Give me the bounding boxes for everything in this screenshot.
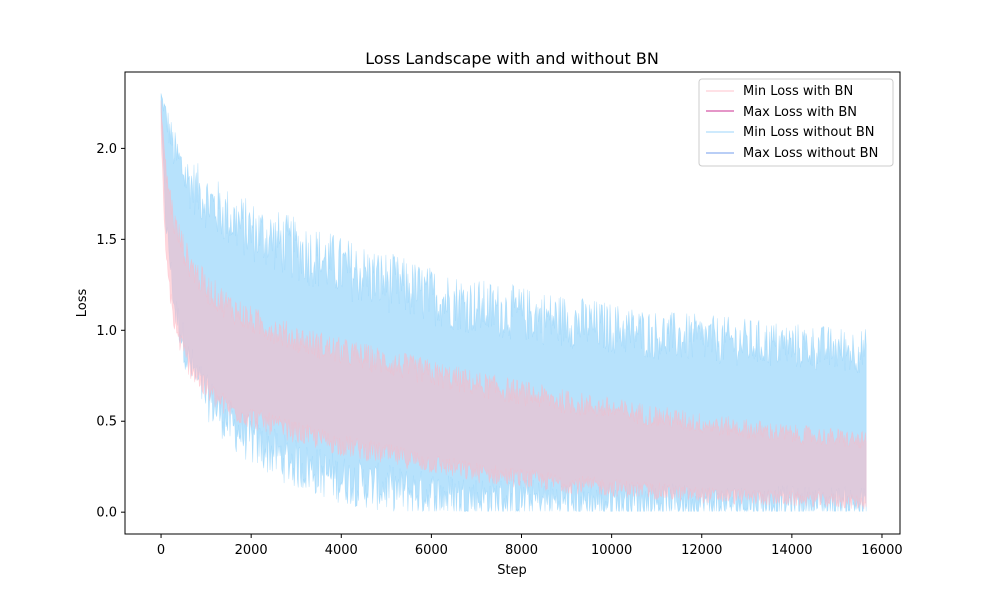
plot-bands (160, 93, 867, 513)
x-tick-label: 10000 (591, 543, 632, 558)
x-tick-label: 14000 (771, 543, 812, 558)
y-axis-title: Loss (75, 289, 90, 318)
x-tick-label: 6000 (415, 543, 448, 558)
y-tick-label: 0.5 (96, 415, 117, 430)
x-axis-title: Step (497, 563, 527, 578)
legend-label-max-bn: Max Loss with BN (743, 105, 857, 120)
x-tick-label: 2000 (235, 543, 268, 558)
y-tick-label: 1.5 (96, 233, 117, 248)
legend: Min Loss with BN Max Loss with BN Min Lo… (698, 78, 894, 167)
y-tick-label: 2.0 (96, 142, 117, 157)
x-tick-label: 12000 (681, 543, 722, 558)
plot-frame (124, 71, 901, 535)
x-tick-label: 8000 (505, 543, 538, 558)
legend-label-min-no-bn: Min Loss without BN (743, 125, 875, 140)
x-tick-label: 16000 (861, 543, 902, 558)
y-axis-ticks: 0.0 0.5 1.0 1.5 2.0 (96, 142, 125, 521)
legend-box (698, 78, 894, 167)
y-tick-label: 0.0 (96, 506, 117, 521)
y-tick-label: 1.0 (96, 324, 117, 339)
legend-label-min-bn: Min Loss with BN (743, 84, 853, 99)
x-tick-label: 4000 (325, 543, 358, 558)
x-axis-ticks: 0 2000 4000 6000 8000 10000 12000 14000 16000 (157, 534, 903, 558)
band-with-bn (160, 100, 867, 510)
chart-title: Loss Landscape with and without BN (365, 49, 659, 68)
x-tick-label: 0 (157, 543, 165, 558)
legend-label-max-no-bn: Max Loss without BN (743, 146, 878, 161)
